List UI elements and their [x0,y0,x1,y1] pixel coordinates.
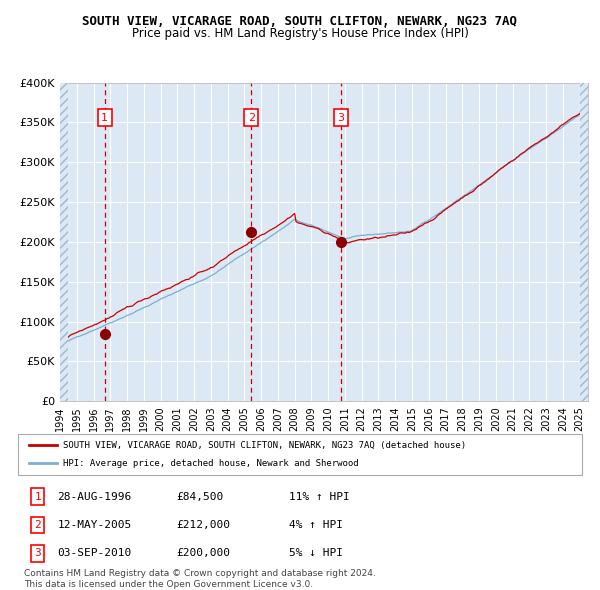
Text: £212,000: £212,000 [176,520,230,530]
Text: 28-AUG-1996: 28-AUG-1996 [58,491,132,502]
Text: 2: 2 [248,113,255,123]
Bar [580,83,588,401]
Text: Contains HM Land Registry data © Crown copyright and database right 2024.
This d: Contains HM Land Registry data © Crown c… [24,569,376,589]
Text: SOUTH VIEW, VICARAGE ROAD, SOUTH CLIFTON, NEWARK, NG23 7AQ: SOUTH VIEW, VICARAGE ROAD, SOUTH CLIFTON… [83,15,517,28]
Text: 5% ↓ HPI: 5% ↓ HPI [289,548,343,558]
Text: 1: 1 [101,113,108,123]
Text: 2: 2 [34,520,41,530]
Text: 4% ↑ HPI: 4% ↑ HPI [289,520,343,530]
Text: 11% ↑ HPI: 11% ↑ HPI [289,491,349,502]
Text: HPI: Average price, detached house, Newark and Sherwood: HPI: Average price, detached house, Newa… [63,459,359,468]
FancyBboxPatch shape [18,434,582,475]
Bar [60,83,68,401]
Text: 12-MAY-2005: 12-MAY-2005 [58,520,132,530]
Text: 03-SEP-2010: 03-SEP-2010 [58,548,132,558]
Text: 3: 3 [34,548,41,558]
Text: SOUTH VIEW, VICARAGE ROAD, SOUTH CLIFTON, NEWARK, NG23 7AQ (detached house): SOUTH VIEW, VICARAGE ROAD, SOUTH CLIFTON… [63,441,466,450]
Text: 3: 3 [337,113,344,123]
Text: £200,000: £200,000 [176,548,230,558]
Text: 1: 1 [34,491,41,502]
Text: Price paid vs. HM Land Registry's House Price Index (HPI): Price paid vs. HM Land Registry's House … [131,27,469,40]
Text: £84,500: £84,500 [176,491,223,502]
